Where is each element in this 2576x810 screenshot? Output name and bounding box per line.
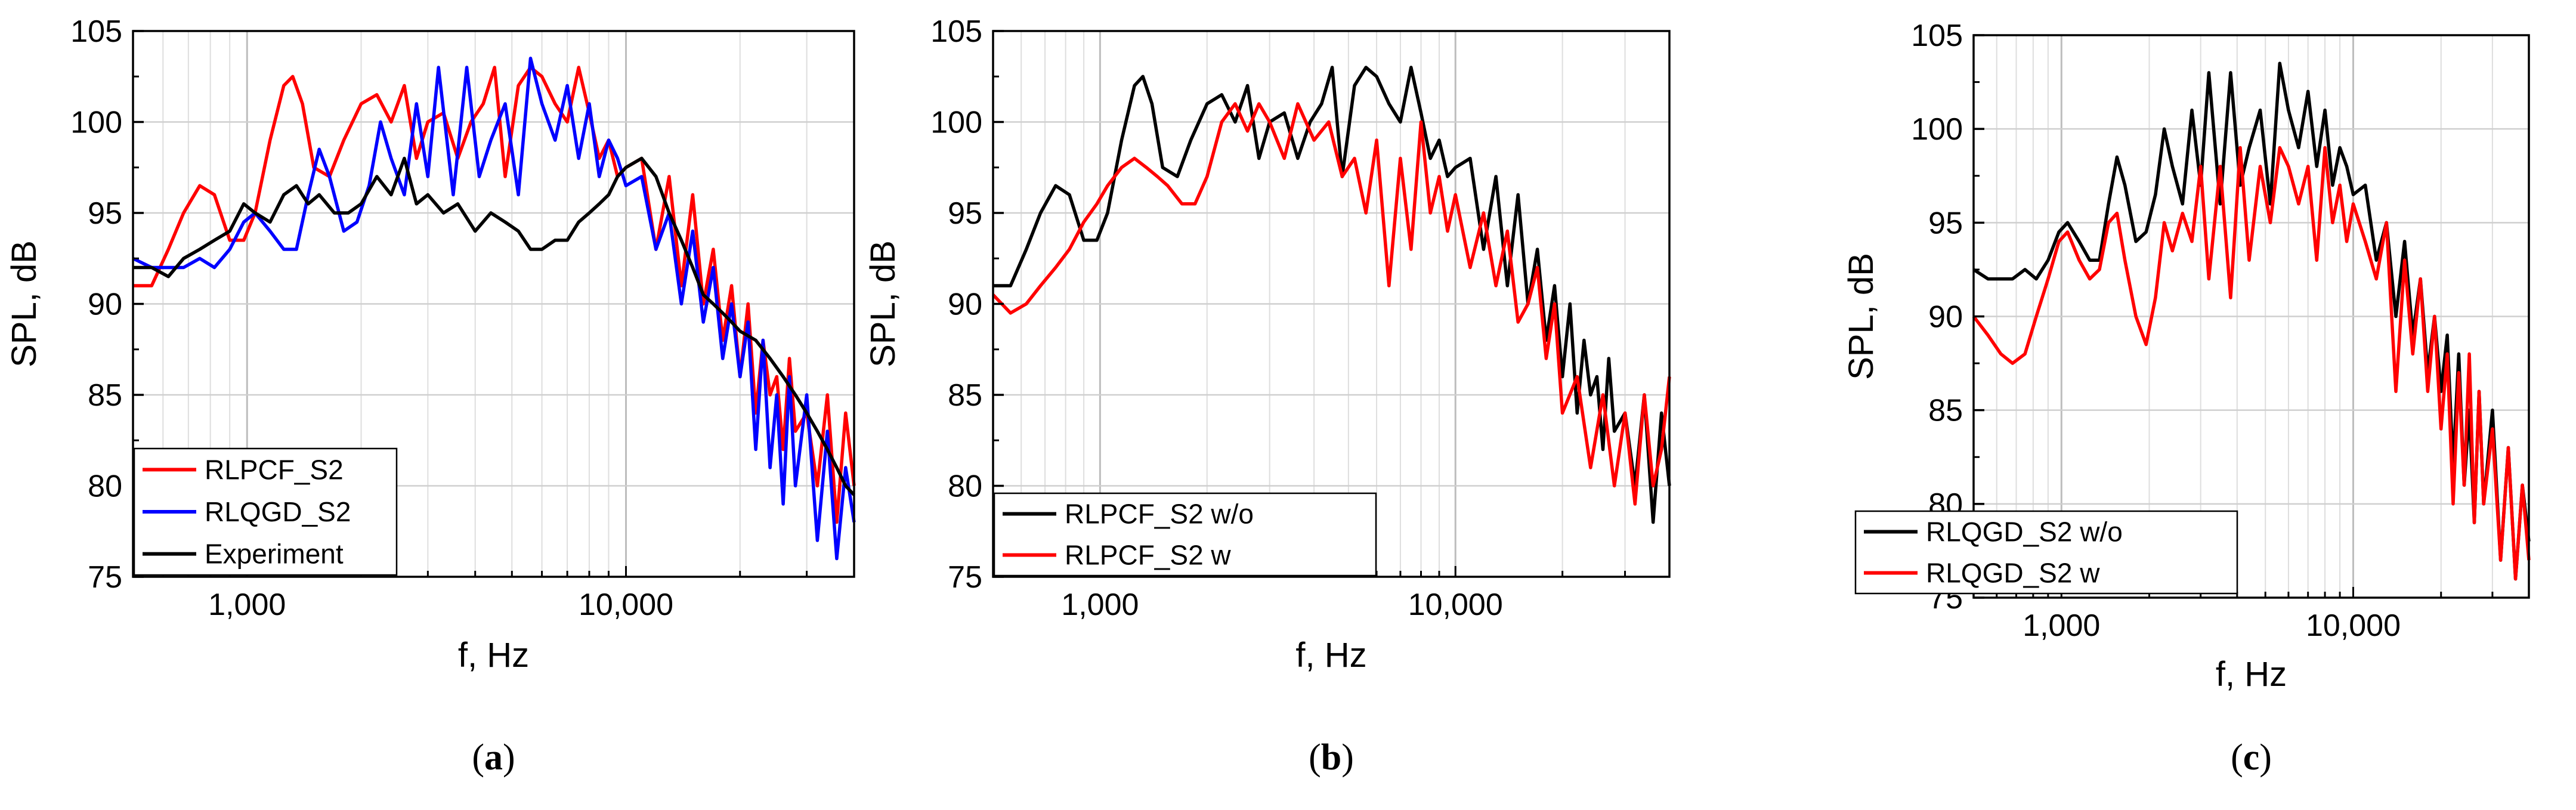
series-line-rlpcf-s2-w	[992, 102, 1671, 506]
y-tick-label: 85	[1928, 394, 1963, 428]
y-tick-label: 95	[88, 196, 122, 231]
legend-label: RLPCF_S2	[205, 454, 344, 485]
legend: RLQGD_S2 w/o RLQGD_S2 w	[1854, 510, 2238, 595]
legend-label: Experiment	[205, 539, 344, 570]
series-line-rlqgd-s2	[132, 57, 856, 561]
y-tick-label: 100	[1911, 112, 1963, 147]
y-tick-label: 85	[948, 378, 982, 413]
x-axis-title: f, Hz	[1295, 636, 1366, 675]
legend: RLPCF_S2 w/o RLPCF_S2 w	[993, 492, 1377, 577]
y-tick-label: 100	[930, 106, 982, 140]
legend-label: RLQGD_S2 w/o	[1926, 517, 2123, 548]
series-line-rlqgd-s2-w-o	[1972, 61, 2531, 581]
legend-box	[993, 492, 1377, 577]
y-tick-label: 95	[948, 196, 982, 231]
y-tick-label: 105	[70, 14, 122, 49]
y-tick-label: 75	[88, 560, 122, 595]
x-tick-label: 10,000	[1408, 588, 1503, 622]
y-tick-label: 90	[1928, 300, 1963, 335]
legend-label: RLPCF_S2 w	[1065, 540, 1231, 571]
y-tick-label: 80	[948, 469, 982, 504]
x-axis-title: f, Hz	[2216, 655, 2287, 694]
series-line-rlpcf-s2-w-o	[993, 66, 1671, 524]
panel-label: (b)	[1309, 737, 1354, 778]
y-tick-label: 90	[948, 287, 982, 322]
x-tick-label: 1,000	[2023, 608, 2100, 643]
series-line-rlpcf-s2	[133, 66, 856, 524]
chart-panel-b: 75 80 85 90 95 100 105 1,000 10,000 f, Hz SPL, dB R…	[864, 14, 1671, 778]
series-line-rlqgd-s2-w	[1972, 146, 2531, 581]
y-axis-title: SPL, dB	[864, 240, 902, 367]
legend-label: RLPCF_S2 w/o	[1065, 499, 1254, 530]
x-tick-label: 1,000	[208, 588, 286, 622]
y-tick-label: 75	[948, 560, 982, 595]
legend-label: RLQGD_S2 w	[1926, 558, 2100, 589]
panel-label: (c)	[2231, 737, 2272, 778]
legend-label: RLQGD_S2	[205, 496, 351, 527]
x-tick-label: 1,000	[1061, 588, 1139, 622]
y-tick-label: 80	[88, 469, 122, 504]
y-tick-label: 85	[88, 378, 122, 413]
y-axis-title: SPL, dB	[1842, 253, 1881, 380]
chart-panel-a: 75 80 85 90 95 100 105 1,000 10,000 f, Hz SPL, dB R…	[5, 14, 856, 778]
y-axis-title: SPL, dB	[5, 240, 44, 367]
y-tick-label: 100	[70, 106, 122, 140]
y-tick-label: 90	[88, 287, 122, 322]
x-tick-label: 10,000	[579, 588, 673, 622]
legend-box	[1854, 510, 2238, 595]
legend: RLPCF_S2 RLQGD_S2 Experiment	[133, 447, 398, 576]
y-tick-label: 105	[930, 14, 982, 49]
y-tick-label: 105	[1911, 18, 1963, 53]
series-line-experiment	[133, 156, 856, 496]
y-tick-label: 95	[1928, 206, 1963, 240]
x-tick-label: 10,000	[2306, 608, 2401, 643]
x-axis-title: f, Hz	[458, 636, 529, 675]
panel-label: (a)	[472, 737, 515, 778]
